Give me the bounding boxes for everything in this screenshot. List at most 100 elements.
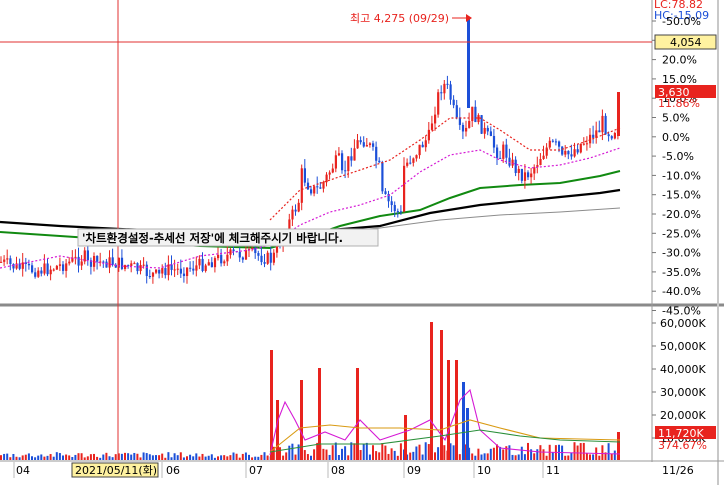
volume-bar [12,453,15,460]
volume-bar [415,446,418,460]
volume-bar [77,453,80,460]
candle-body [468,121,471,128]
candle-body [213,258,217,268]
candle-body [375,146,378,161]
current-price: 3,630 [658,86,690,99]
volume-bar [412,451,415,460]
candle-body [533,167,536,174]
volume-bar [120,453,123,460]
candle-body [201,258,204,271]
notice-box [77,228,379,247]
volume-spike [462,382,465,460]
candle-body [182,273,186,277]
volume-bar [189,454,192,460]
volume-bar [551,452,554,460]
volume-bar [86,456,89,460]
volume-tick-label: 60,000K [660,317,706,330]
candle-body [403,165,406,212]
candle-body [27,263,31,266]
candle-body [341,153,344,171]
volume-bar [387,453,390,460]
price-axis: -50.0%25.0%20.0%15.0%10.0%5.0%0.0%-5.0%-… [652,15,701,318]
volume-bar [155,455,157,460]
candle-body [443,83,446,94]
candle-body [220,254,223,264]
volume-bar [31,456,33,460]
candle-body [111,257,114,265]
candle-body [136,263,139,272]
volume-bar [124,452,126,460]
volume-bar [375,451,378,460]
volume-bar [418,444,421,460]
candle-body [96,256,99,262]
candle-body [238,251,241,258]
candle-body [288,219,291,236]
volume-bar [40,454,43,460]
volume-pane[interactable] [0,308,652,460]
candle-body [514,159,517,173]
candle-body [471,106,474,122]
candle-body [167,264,170,276]
candles[interactable] [0,18,620,284]
volume-bar [142,452,145,460]
candle-body [204,265,207,271]
candle-body [508,157,511,166]
volume-bar [458,454,461,460]
candle-body [539,159,542,166]
candle-body-peak [467,18,470,108]
volume-bar [542,449,545,460]
volume-bar [396,455,399,460]
x-label-09: 09 [407,464,421,477]
volume-bar [505,446,508,460]
candle-body [384,191,387,194]
volume-bar [406,454,409,460]
volume-bar [46,455,49,460]
volume-bar [223,455,226,460]
candle-body [536,165,539,168]
candle-body [561,146,564,155]
candle-body [272,252,275,263]
volume-current-box [655,426,716,439]
candle-body [527,172,530,178]
candle-body [499,157,502,159]
volume-bar [55,452,58,460]
volume-bar [161,453,164,460]
volume-bar [368,454,371,460]
volume-bar [334,442,337,460]
envelope-lines [0,117,621,269]
volume-bar [235,453,238,460]
volume-bar [96,456,99,460]
candle-body [114,264,117,268]
volume-bar [145,453,148,460]
candle-body [12,264,15,269]
candle-body [372,143,375,147]
volume-bar [424,442,427,460]
notice-text: '차트환경설정-추세선 저장'에 체크해주시기 바랍니다. [82,231,343,245]
crosshair-value: 4,054 [670,36,702,49]
volume-bar [133,452,136,460]
volume-bar [102,454,105,460]
volume-bar [201,453,204,460]
volume-bar [480,454,483,460]
candle-body [461,124,465,132]
candle-body [486,127,489,132]
volume-bar [176,455,179,460]
candle-body [474,106,477,123]
volume-bar [244,452,247,460]
envelope-upper [269,117,621,221]
volume-bar [325,449,328,460]
volume-spike [466,408,469,460]
candle-body [604,115,607,135]
candle-body [344,170,347,172]
candle-body [406,162,409,166]
candle-body [198,258,201,266]
candle-body [322,182,325,189]
volume-bar [52,456,55,460]
candle-body [161,268,164,274]
candle-body [207,262,210,266]
volume-ma-short [269,388,621,456]
volume-bar [111,457,114,460]
volume-bar [604,452,607,460]
volume-bar [99,457,102,460]
